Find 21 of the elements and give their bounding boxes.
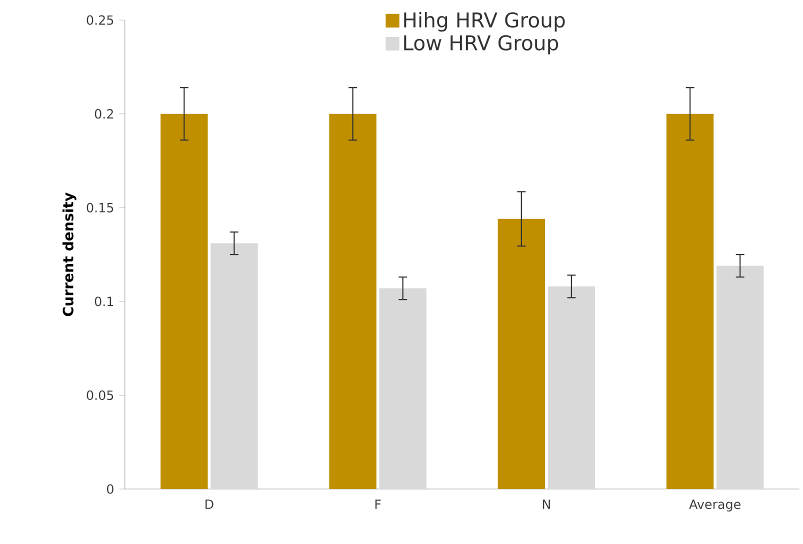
bar (160, 114, 208, 490)
x-tick-label: F (375, 500, 381, 509)
x-tick-label: N (542, 500, 550, 509)
legend-label: Hihg HRV Group (404, 12, 565, 32)
bar (666, 114, 714, 490)
y-tick-label: 0.1 (94, 296, 114, 306)
y-tick-label: 0.25 (86, 15, 114, 25)
bar (548, 286, 596, 490)
y-tick-label: 0.15 (86, 202, 114, 212)
y-tick-label: 0.2 (94, 109, 113, 119)
bar (498, 218, 546, 490)
y-tick-label: 0 (107, 484, 114, 494)
x-tick-label: D (206, 500, 214, 509)
x-tick-label: Average (689, 500, 740, 512)
bar (210, 243, 258, 490)
bar (716, 266, 764, 490)
bar (329, 114, 376, 490)
bar (379, 288, 426, 490)
y-axis-title: Current density (62, 192, 76, 316)
legend-label: Low HRV Group (404, 35, 558, 54)
y-tick-label: 0.05 (86, 390, 114, 400)
